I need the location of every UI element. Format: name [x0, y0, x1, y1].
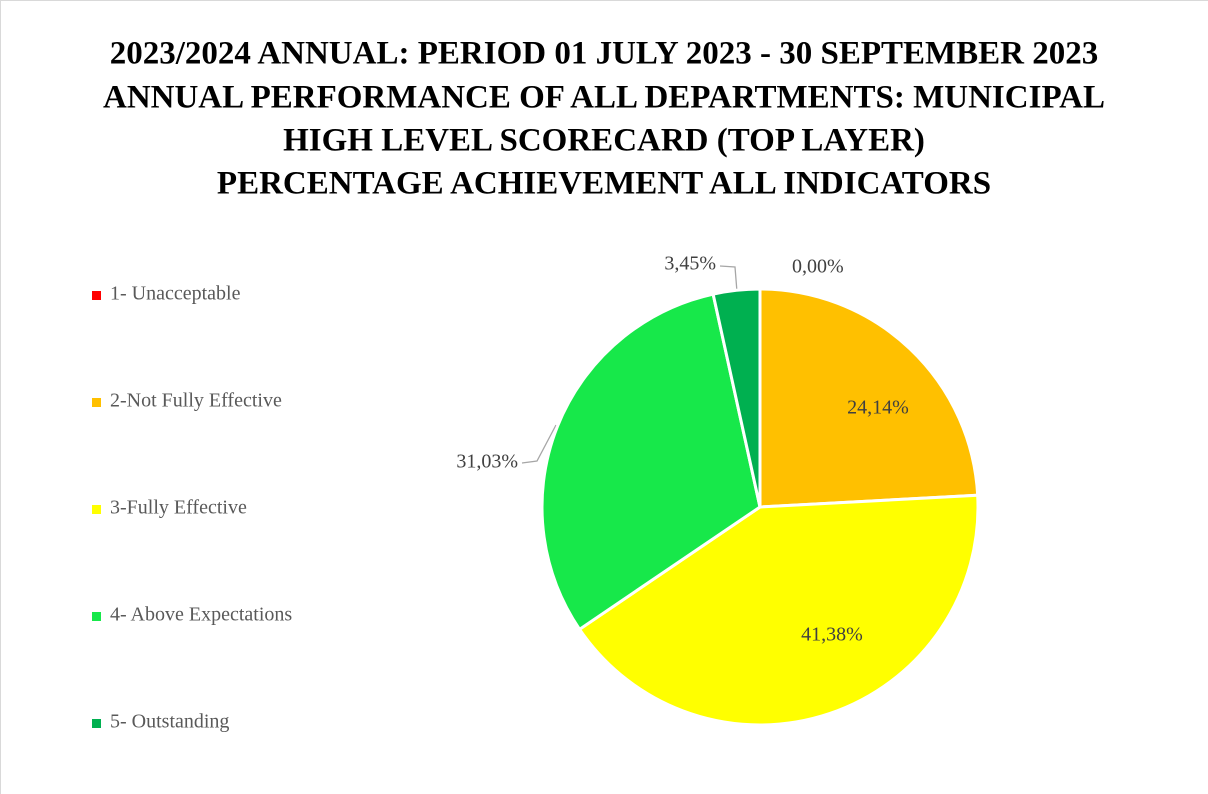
legend-label: 4- Above Expectations: [110, 604, 292, 626]
data-label: 3,45%: [664, 253, 716, 275]
legend-label: 3-Fully Effective: [110, 497, 247, 519]
chart-title: PERCENTAGE ACHIEVEMENT ALL INDICATORS: [217, 166, 991, 202]
legend-marker: [92, 612, 101, 621]
leader-line: [719, 265, 738, 293]
chart-title: ANNUAL PERFORMANCE OF ALL DEPARTMENTS: M…: [103, 80, 1105, 116]
data-label: 0,00%: [792, 256, 844, 278]
chart-title: HIGH LEVEL SCORECARD (TOP LAYER): [283, 123, 925, 159]
pie-slice: [540, 292, 762, 632]
legend-marker: [92, 398, 101, 407]
legend-label: 1- Unacceptable: [110, 283, 241, 305]
pie-slice: [577, 493, 980, 727]
chart-title: 2023/2024 ANNUAL: PERIOD 01 JULY 2023 - …: [110, 36, 1099, 72]
legend-marker: [92, 505, 101, 514]
leader-line: [521, 424, 557, 464]
data-label: 24,14%: [847, 397, 909, 419]
legend-label: 5- Outstanding: [110, 711, 229, 733]
legend-marker: [92, 719, 101, 728]
data-label: 41,38%: [801, 624, 863, 646]
legend-marker: [92, 291, 101, 300]
pie-slice: [711, 287, 762, 508]
legend-label: 2-Not Fully Effective: [110, 390, 282, 412]
pie-slice: [758, 287, 980, 509]
data-label: 31,03%: [456, 451, 518, 473]
